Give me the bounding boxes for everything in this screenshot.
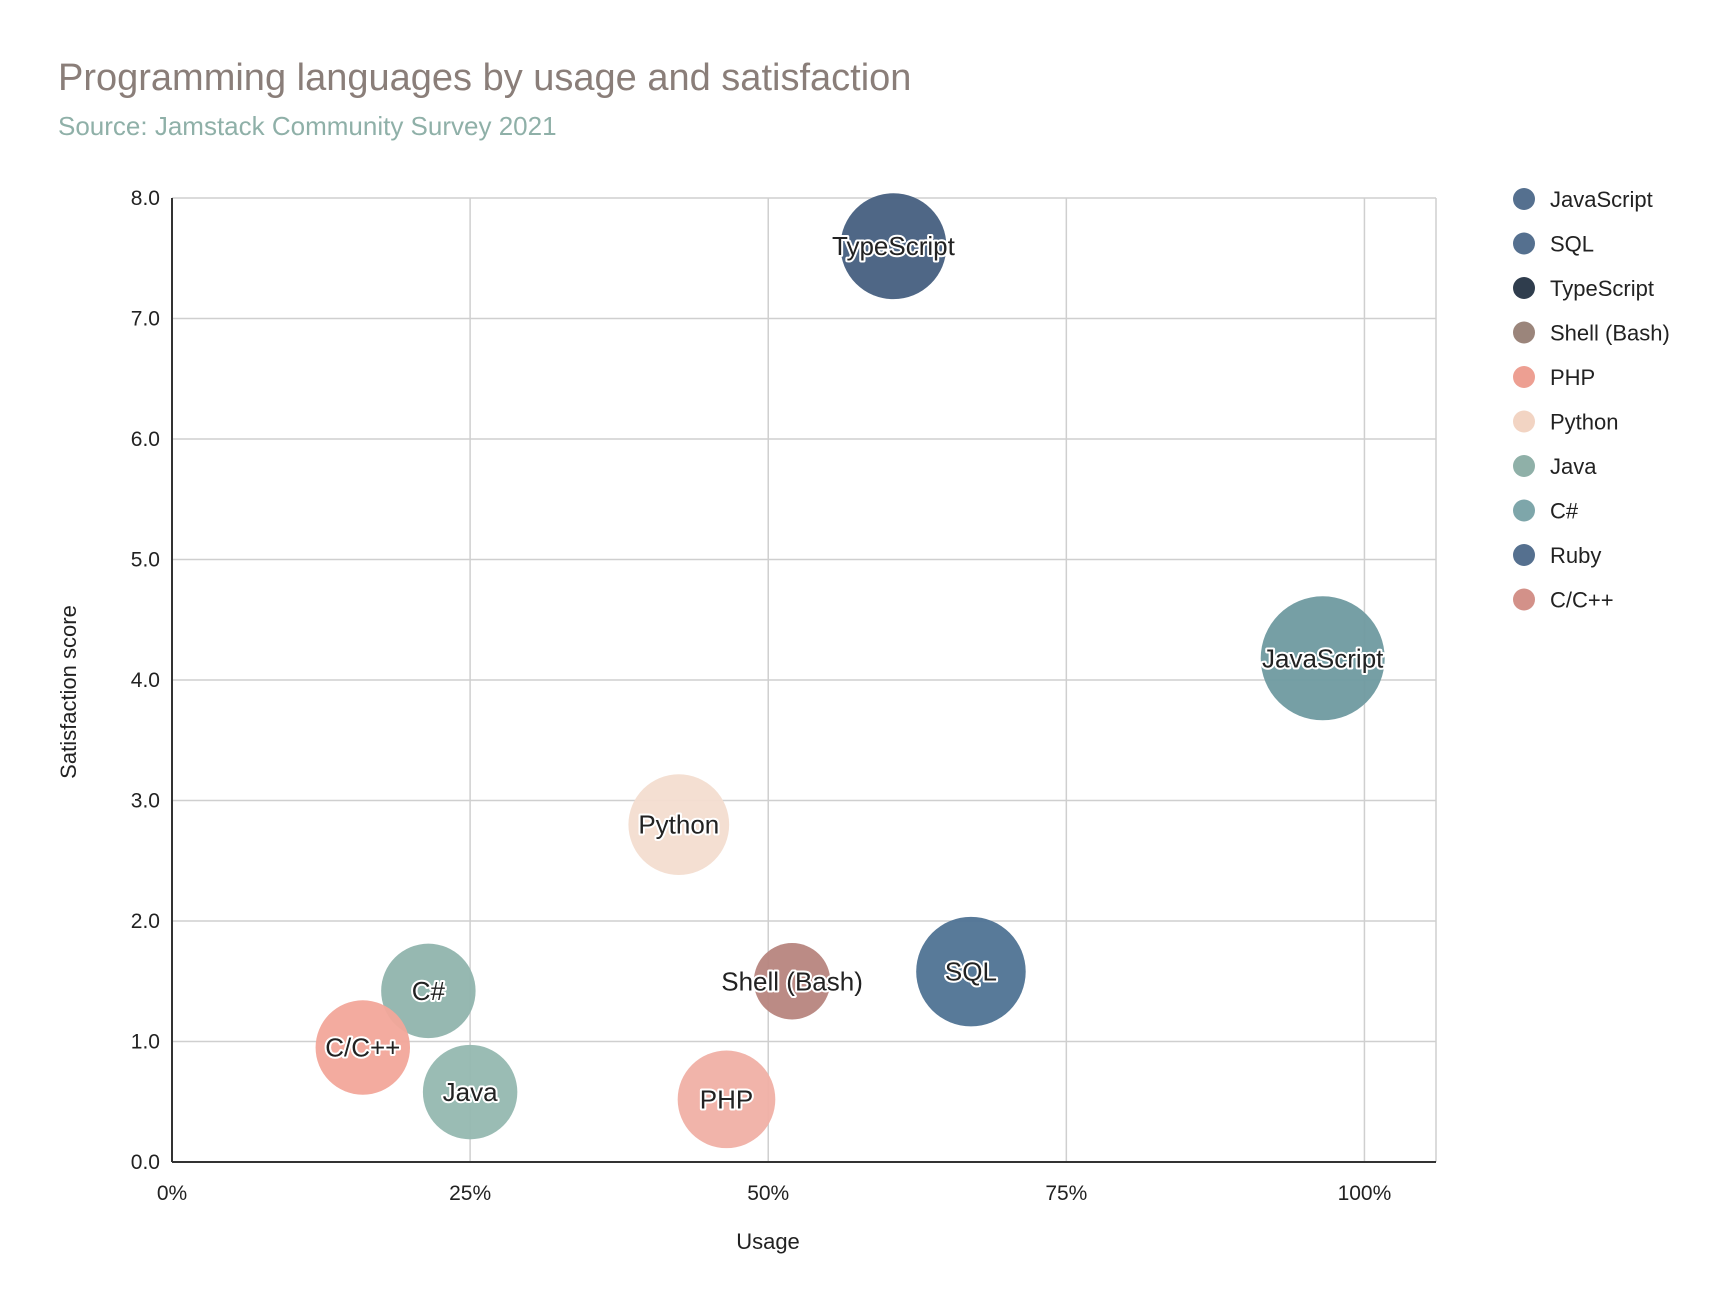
- bubble-label: C#: [412, 976, 446, 1006]
- bubble-label: Python: [638, 810, 719, 840]
- bubble-label: Java: [443, 1077, 498, 1107]
- legend-marker: [1513, 277, 1535, 299]
- x-tick-label: 25%: [449, 1182, 491, 1205]
- bubble-python[interactable]: [628, 774, 730, 875]
- chart-title: Programming languages by usage and satis…: [58, 57, 911, 99]
- y-tick-label: 1.0: [131, 1031, 160, 1054]
- y-tick-label: 8.0: [131, 187, 160, 210]
- bubble-c-c-[interactable]: [315, 1000, 411, 1095]
- legend-marker: [1513, 232, 1535, 255]
- legend-label: C#: [1550, 499, 1579, 524]
- y-tick-label: 2.0: [131, 910, 160, 933]
- legend-item[interactable]: Shell (Bash): [1513, 321, 1670, 346]
- legend-label: Python: [1550, 410, 1619, 435]
- bubble-javascript[interactable]: [1260, 596, 1385, 721]
- bubble-php[interactable]: [677, 1050, 776, 1149]
- bubble-label: C/C++: [325, 1033, 400, 1063]
- y-tick-label: 7.0: [131, 308, 160, 331]
- legend-label: Shell (Bash): [1550, 321, 1670, 346]
- legend-item[interactable]: Ruby: [1513, 543, 1601, 568]
- legend-label: PHP: [1550, 365, 1595, 390]
- x-tick-label: 0%: [157, 1182, 187, 1205]
- bubble-java[interactable]: [422, 1044, 518, 1140]
- x-axis-title: Usage: [736, 1229, 800, 1254]
- x-tick-label: 100%: [1338, 1182, 1392, 1205]
- legend-label: C/C++: [1550, 588, 1614, 613]
- bubble-label: TypeScript: [832, 231, 956, 261]
- chart-subtitle: Source: Jamstack Community Survey 2021: [58, 111, 557, 141]
- legend-item[interactable]: Python: [1513, 410, 1619, 435]
- y-tick-label: 6.0: [131, 428, 160, 451]
- legend-item[interactable]: C/C++: [1513, 588, 1614, 613]
- legend-item[interactable]: PHP: [1513, 365, 1595, 390]
- x-tick-label: 50%: [747, 1182, 789, 1205]
- y-tick-label: 5.0: [131, 549, 160, 572]
- bubble-shell-bash-[interactable]: [753, 943, 831, 1020]
- bubbles: [315, 193, 1385, 1149]
- legend-marker: [1513, 455, 1535, 477]
- y-tick-label: 3.0: [131, 790, 160, 813]
- y-axis-title: Satisfaction score: [56, 605, 81, 779]
- legend-item[interactable]: TypeScript: [1513, 276, 1654, 301]
- legend-marker: [1513, 366, 1535, 388]
- legend-item[interactable]: JavaScript: [1513, 187, 1653, 212]
- axes: 0.0 1.0 2.0 3.0 4.0 5.0 6.0 7.0 8.0 0% 25% 50% 75% 10…: [131, 187, 1436, 1205]
- legend-label: Ruby: [1550, 543, 1601, 568]
- legend-label: Java: [1550, 454, 1597, 479]
- legend-marker: [1513, 410, 1535, 433]
- legend-label: JavaScript: [1550, 187, 1653, 212]
- legend-item[interactable]: SQL: [1513, 232, 1594, 257]
- legend-marker: [1513, 499, 1535, 522]
- bubble-c-[interactable]: [381, 943, 476, 1039]
- bubble-label: SQL: [945, 957, 997, 987]
- bubble-labels: JavaScript SQL TypeScript Shell (Bash) PHP Py…: [323, 229, 1386, 1116]
- y-tick-label: 4.0: [131, 669, 160, 692]
- legend: JavaScript SQL TypeScript Shell (Bash) PHP Py…: [1513, 187, 1670, 613]
- x-tick-label: 75%: [1045, 1182, 1087, 1205]
- bubble-typescript[interactable]: [840, 193, 947, 300]
- legend-label: TypeScript: [1550, 276, 1654, 301]
- legend-marker: [1513, 321, 1535, 344]
- legend-item[interactable]: Java: [1513, 454, 1597, 479]
- y-tick-label: 0.0: [131, 1151, 160, 1174]
- bubble-label: PHP: [700, 1084, 753, 1114]
- legend-marker: [1513, 588, 1535, 611]
- bubble-label: JavaScript: [1262, 643, 1384, 673]
- bubble-sql[interactable]: [916, 916, 1026, 1027]
- legend-marker: [1513, 188, 1535, 210]
- bubble-label: Shell (Bash): [721, 966, 863, 996]
- legend-label: SQL: [1550, 232, 1594, 257]
- legend-item[interactable]: C#: [1513, 499, 1579, 524]
- legend-marker: [1513, 544, 1535, 566]
